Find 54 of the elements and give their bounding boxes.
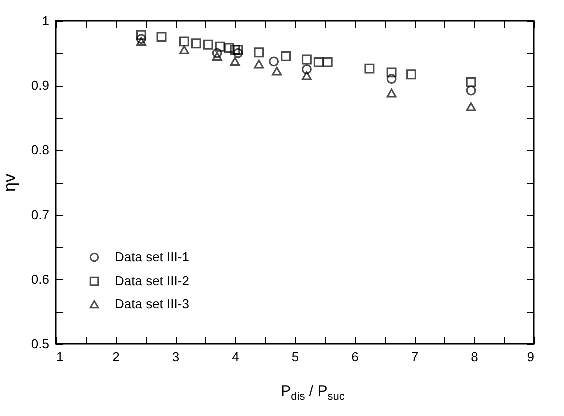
- point: [386, 68, 397, 78]
- point: [466, 102, 476, 112]
- point: [466, 86, 476, 96]
- point: [314, 57, 324, 68]
- x-tick-label: 4: [232, 350, 240, 364]
- legend-label: Data set III-2: [115, 274, 190, 288]
- x-tick-label: 7: [411, 350, 419, 364]
- point: [212, 48, 222, 58]
- x-tick-label: 8: [471, 350, 478, 364]
- point: [322, 57, 333, 68]
- x-tick-label: 5: [292, 350, 300, 364]
- y-tick-label: 1: [42, 14, 50, 28]
- point: [254, 60, 264, 69]
- point: [224, 43, 234, 54]
- point: [212, 52, 222, 61]
- point: [191, 38, 202, 49]
- point: [386, 74, 397, 84]
- point: [364, 64, 375, 74]
- point: [230, 57, 240, 66]
- point: [230, 45, 240, 56]
- point: [203, 40, 214, 50]
- y-tick-label: 0.8: [31, 142, 50, 158]
- x-tick-label: 2: [112, 350, 120, 364]
- point: [254, 48, 264, 58]
- point: [136, 34, 146, 44]
- x-tick-label: 9: [527, 350, 534, 364]
- point: [179, 46, 190, 54]
- y-tick-label: 0.7: [31, 207, 50, 222]
- point: [179, 36, 190, 47]
- x-tick-label: 3: [172, 350, 180, 364]
- y-tick-label: 0.5: [31, 336, 50, 352]
- point: [156, 32, 167, 42]
- y-axis-title: ηv: [0, 174, 20, 192]
- point: [136, 37, 146, 46]
- point: [302, 64, 312, 74]
- point: [233, 45, 244, 56]
- point: [136, 30, 146, 40]
- x-tick-label: 6: [352, 350, 359, 364]
- point: [386, 88, 397, 98]
- point: [302, 54, 312, 65]
- y-tick-label: 0.6: [31, 272, 50, 287]
- point: [215, 42, 226, 52]
- point: [302, 71, 312, 80]
- point: [272, 66, 282, 76]
- point: [281, 52, 292, 62]
- legend-label: Data set III-3: [115, 296, 190, 312]
- point: [406, 70, 416, 80]
- x-tick-label: 1: [56, 350, 64, 364]
- point: [233, 48, 244, 58]
- legend-label: Data set III-1: [115, 250, 190, 264]
- point: [269, 56, 280, 67]
- point: [466, 77, 476, 88]
- x-axis-title: P$_{dis}$ / P$_{suc}$: [280, 383, 346, 403]
- y-tick-label: 0.9: [31, 78, 50, 94]
